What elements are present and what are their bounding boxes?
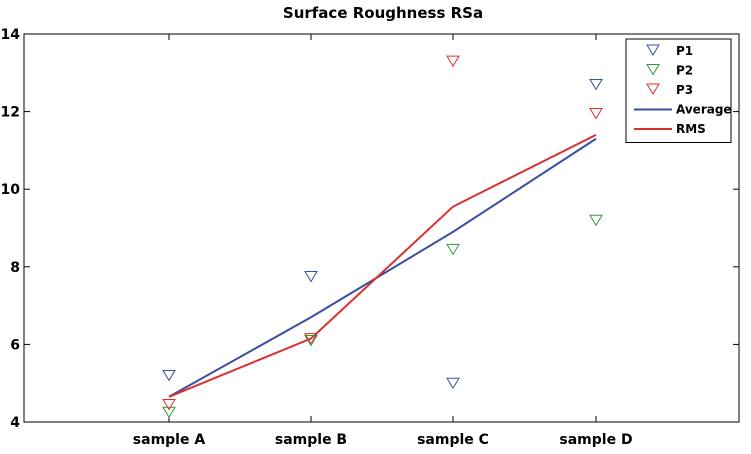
series-point-p1 — [446, 377, 460, 390]
series-line-rms — [168, 133, 597, 398]
series-point-p3 — [162, 399, 176, 411]
series-point-p3 — [589, 108, 603, 120]
series-point-p1 — [162, 369, 176, 382]
y-tick-label: 10 — [1, 182, 21, 198]
y-tick-label: 6 — [10, 337, 20, 353]
series-markers — [162, 55, 603, 419]
y-tick-label: 14 — [1, 27, 21, 43]
series-point-p3 — [446, 55, 460, 68]
series-point-p2 — [446, 243, 460, 256]
series-line-average — [168, 137, 597, 398]
legend-marker-p3 — [646, 83, 660, 95]
series-lines — [168, 133, 597, 398]
series-point-p1 — [304, 271, 318, 283]
x-tick-label: sample C — [417, 432, 489, 448]
x-tick-label: sample A — [133, 432, 206, 448]
legend: P1 P2 P3 Average RMS — [625, 38, 732, 143]
legend-label-p3: P3 — [676, 83, 693, 97]
y-tick-label: 12 — [1, 105, 20, 121]
legend-box — [625, 38, 732, 143]
legend-label-p2: P2 — [676, 64, 693, 78]
legend-marker-p1 — [646, 44, 660, 56]
series-point-p2 — [304, 335, 318, 347]
y-tick-label: 8 — [10, 260, 20, 276]
y-axis: 4 6 8 10 12 14 — [1, 27, 739, 431]
x-axis: sample A sample B sample C sample D — [133, 34, 633, 448]
plot-frame — [23, 33, 740, 423]
series-point-p2 — [589, 214, 603, 227]
series-point-p2 — [162, 406, 176, 419]
legend-label-rms: RMS — [676, 122, 706, 136]
legend-label-average: Average — [676, 103, 732, 117]
y-tick-label: 4 — [10, 415, 20, 431]
series-point-p1 — [589, 78, 603, 91]
series-point-p3 — [304, 333, 318, 345]
x-tick-label: sample D — [559, 432, 632, 448]
legend-label-p1: P1 — [676, 44, 693, 58]
legend-marker-p2 — [646, 64, 660, 76]
chart-title: Surface Roughness RSa — [283, 4, 483, 22]
x-tick-label: sample B — [275, 432, 347, 448]
